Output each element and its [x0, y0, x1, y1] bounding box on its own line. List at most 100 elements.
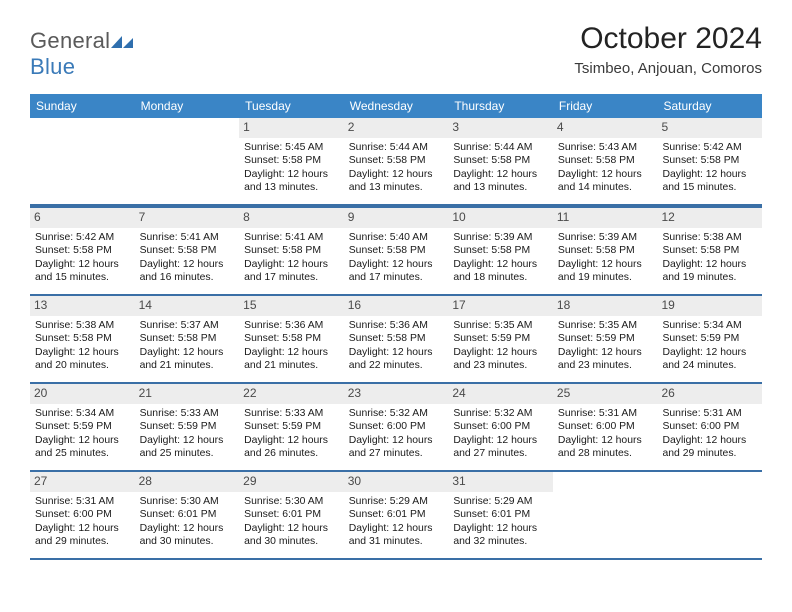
calendar-week: 6 Sunrise: 5:42 AMSunset: 5:58 PMDaylight… [30, 206, 762, 296]
day-number: 16 [344, 296, 449, 316]
weekday-label: Tuesday [239, 94, 344, 118]
sunset-text: Sunset: 6:01 PM [140, 508, 235, 522]
sunset-text: Sunset: 5:58 PM [35, 332, 130, 346]
sunset-text: Sunset: 5:58 PM [349, 332, 444, 346]
calendar-cell: . [553, 472, 658, 554]
sunrise-text: Sunrise: 5:30 AM [244, 495, 339, 509]
calendar-week: 20Sunrise: 5:34 AMSunset: 5:59 PMDayligh… [30, 384, 762, 472]
calendar-cell: 30Sunrise: 5:29 AMSunset: 6:01 PMDayligh… [344, 472, 449, 554]
daylight-text: Daylight: 12 hours and 25 minutes. [140, 434, 235, 461]
calendar-cell: 1Sunrise: 5:45 AMSunset: 5:58 PMDaylight… [239, 118, 344, 200]
sunrise-text: Sunrise: 5:44 AM [453, 141, 548, 155]
day-number: 6 [30, 208, 135, 228]
weekday-label: Sunday [30, 94, 135, 118]
day-number: 7 [135, 208, 240, 228]
calendar-cell: 26Sunrise: 5:31 AMSunset: 6:00 PMDayligh… [657, 384, 762, 466]
sunrise-text: Sunrise: 5:44 AM [349, 141, 444, 155]
calendar-cell: 28Sunrise: 5:30 AMSunset: 6:01 PMDayligh… [135, 472, 240, 554]
sunset-text: Sunset: 5:59 PM [558, 332, 653, 346]
day-details: Sunrise: 5:29 AMSunset: 6:01 PMDaylight:… [451, 495, 550, 549]
calendar-week: ..1Sunrise: 5:45 AMSunset: 5:58 PMDaylig… [30, 118, 762, 206]
day-details: Sunrise: 5:43 AMSunset: 5:58 PMDaylight:… [556, 141, 655, 195]
daylight-text: Daylight: 12 hours and 23 minutes. [453, 346, 548, 373]
daylight-text: Daylight: 12 hours and 25 minutes. [35, 434, 130, 461]
sunrise-text: Sunrise: 5:29 AM [453, 495, 548, 509]
sunrise-text: Sunrise: 5:41 AM [244, 231, 339, 245]
day-number: 2 [344, 118, 449, 138]
day-details: Sunrise: 5:35 AMSunset: 5:59 PMDaylight:… [451, 319, 550, 373]
weekday-label: Saturday [657, 94, 762, 118]
sunrise-text: Sunrise: 5:33 AM [244, 407, 339, 421]
calendar-cell: 19Sunrise: 5:34 AMSunset: 5:59 PMDayligh… [657, 296, 762, 378]
calendar-cell: 20Sunrise: 5:34 AMSunset: 5:59 PMDayligh… [30, 384, 135, 466]
sunset-text: Sunset: 5:59 PM [244, 420, 339, 434]
daylight-text: Daylight: 12 hours and 27 minutes. [453, 434, 548, 461]
day-number: 18 [553, 296, 658, 316]
daylight-text: Daylight: 12 hours and 17 minutes. [244, 258, 339, 285]
day-details: Sunrise: 5:42 AMSunset: 5:58 PMDaylight:… [33, 231, 132, 285]
weekday-label: Monday [135, 94, 240, 118]
daylight-text: Daylight: 12 hours and 21 minutes. [244, 346, 339, 373]
day-number: 4 [553, 118, 658, 138]
day-number: 22 [239, 384, 344, 404]
day-number: 10 [448, 208, 553, 228]
weekday-label: Friday [553, 94, 658, 118]
day-number: 15 [239, 296, 344, 316]
calendar-cell: 22Sunrise: 5:33 AMSunset: 5:59 PMDayligh… [239, 384, 344, 466]
day-details: Sunrise: 5:37 AMSunset: 5:58 PMDaylight:… [138, 319, 237, 373]
daylight-text: Daylight: 12 hours and 17 minutes. [349, 258, 444, 285]
day-details: Sunrise: 5:29 AMSunset: 6:01 PMDaylight:… [347, 495, 446, 549]
day-details: Sunrise: 5:40 AMSunset: 5:58 PMDaylight:… [347, 231, 446, 285]
sunset-text: Sunset: 5:58 PM [244, 244, 339, 258]
day-number: 1 [239, 118, 344, 138]
sunset-text: Sunset: 5:58 PM [35, 244, 130, 258]
sunrise-text: Sunrise: 5:31 AM [35, 495, 130, 509]
daylight-text: Daylight: 12 hours and 19 minutes. [662, 258, 757, 285]
daylight-text: Daylight: 12 hours and 27 minutes. [349, 434, 444, 461]
sunrise-text: Sunrise: 5:32 AM [349, 407, 444, 421]
daylight-text: Daylight: 12 hours and 30 minutes. [244, 522, 339, 549]
sunrise-text: Sunrise: 5:39 AM [453, 231, 548, 245]
sunrise-text: Sunrise: 5:31 AM [558, 407, 653, 421]
sunrise-text: Sunrise: 5:39 AM [558, 231, 653, 245]
sunrise-text: Sunrise: 5:29 AM [349, 495, 444, 509]
day-details: Sunrise: 5:44 AMSunset: 5:58 PMDaylight:… [347, 141, 446, 195]
sunrise-text: Sunrise: 5:36 AM [244, 319, 339, 333]
daylight-text: Daylight: 12 hours and 16 minutes. [140, 258, 235, 285]
title-block: October 2024 Tsimbeo, Anjouan, Comoros [574, 22, 762, 77]
day-details: Sunrise: 5:38 AMSunset: 5:58 PMDaylight:… [660, 231, 759, 285]
sunset-text: Sunset: 5:58 PM [349, 154, 444, 168]
day-details: Sunrise: 5:38 AMSunset: 5:58 PMDaylight:… [33, 319, 132, 373]
sunset-text: Sunset: 6:01 PM [244, 508, 339, 522]
day-number: 21 [135, 384, 240, 404]
daylight-text: Daylight: 12 hours and 13 minutes. [244, 168, 339, 195]
day-number: 27 [30, 472, 135, 492]
daylight-text: Daylight: 12 hours and 30 minutes. [140, 522, 235, 549]
sunrise-text: Sunrise: 5:37 AM [140, 319, 235, 333]
day-number: 25 [553, 384, 658, 404]
daylight-text: Daylight: 12 hours and 29 minutes. [662, 434, 757, 461]
calendar-cell: 5Sunrise: 5:42 AMSunset: 5:58 PMDaylight… [657, 118, 762, 200]
header: General Blue October 2024 Tsimbeo, Anjou… [30, 22, 762, 80]
daylight-text: Daylight: 12 hours and 15 minutes. [35, 258, 130, 285]
day-number: 23 [344, 384, 449, 404]
logo-text: General Blue [30, 28, 133, 80]
sunrise-text: Sunrise: 5:40 AM [349, 231, 444, 245]
daylight-text: Daylight: 12 hours and 13 minutes. [453, 168, 548, 195]
day-details: Sunrise: 5:35 AMSunset: 5:59 PMDaylight:… [556, 319, 655, 373]
day-number: 9 [344, 208, 449, 228]
day-number: 8 [239, 208, 344, 228]
sunrise-text: Sunrise: 5:34 AM [35, 407, 130, 421]
daylight-text: Daylight: 12 hours and 18 minutes. [453, 258, 548, 285]
day-details: Sunrise: 5:36 AMSunset: 5:58 PMDaylight:… [242, 319, 341, 373]
day-details: Sunrise: 5:31 AMSunset: 6:00 PMDaylight:… [33, 495, 132, 549]
sunrise-text: Sunrise: 5:43 AM [558, 141, 653, 155]
calendar-cell: 21Sunrise: 5:33 AMSunset: 5:59 PMDayligh… [135, 384, 240, 466]
calendar-cell: 6 Sunrise: 5:42 AMSunset: 5:58 PMDaylight… [30, 208, 135, 290]
sunset-text: Sunset: 5:59 PM [35, 420, 130, 434]
sunset-text: Sunset: 5:58 PM [558, 154, 653, 168]
calendar-cell: 16Sunrise: 5:36 AMSunset: 5:58 PMDayligh… [344, 296, 449, 378]
calendar-body: ..1Sunrise: 5:45 AMSunset: 5:58 PMDaylig… [30, 118, 762, 560]
day-number: 14 [135, 296, 240, 316]
day-details: Sunrise: 5:31 AMSunset: 6:00 PMDaylight:… [660, 407, 759, 461]
